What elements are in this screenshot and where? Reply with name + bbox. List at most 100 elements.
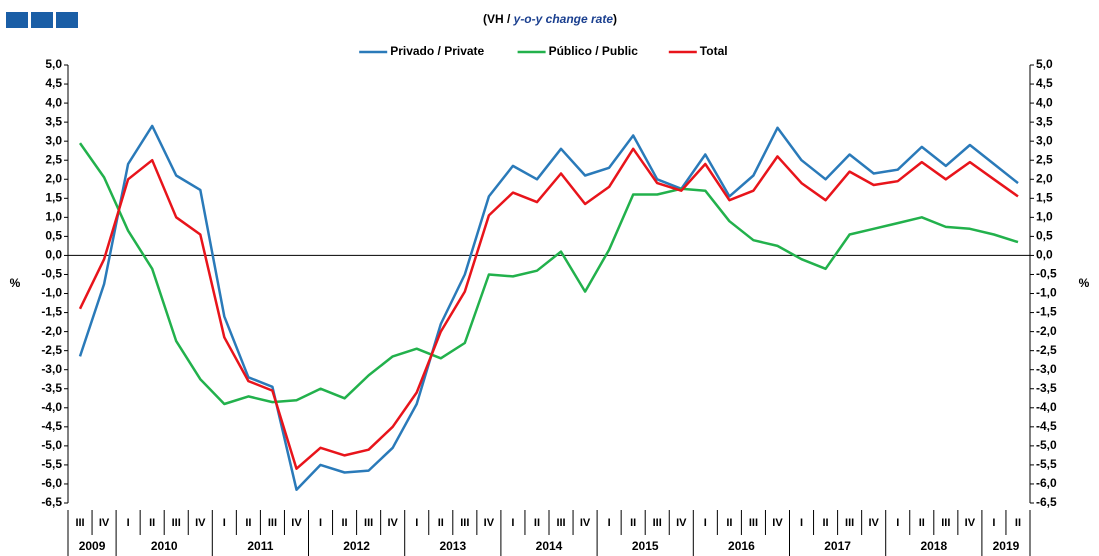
x-tick-label: III (653, 517, 662, 529)
year-label: 2011 (247, 539, 273, 553)
y-tick-label: -3,5 (41, 381, 62, 395)
x-tick-label: I (415, 517, 418, 529)
x-tick-label: IV (772, 517, 783, 529)
y-tick-label: -1,5 (41, 305, 62, 319)
y2-tick-label: -6,0 (1036, 476, 1057, 490)
title-part: y-o-y change rate (513, 12, 614, 26)
x-tick-label: II (149, 517, 155, 529)
y-tick-label: -6,5 (41, 495, 62, 509)
y-axis-label: % (10, 276, 21, 290)
y-tick-label: -5,5 (41, 457, 62, 471)
y-tick-label: -1,0 (41, 286, 62, 300)
x-tick-label: I (127, 517, 130, 529)
y2-tick-label: -3,5 (1036, 381, 1057, 395)
x-tick-label: III (556, 517, 565, 529)
year-label: 2017 (824, 539, 851, 553)
x-tick-label: III (460, 517, 469, 529)
y-tick-label: -3,0 (41, 362, 62, 376)
year-label: 2010 (151, 539, 178, 553)
y2-tick-label: 4,0 (1036, 95, 1053, 109)
chart-title: (VH / y-o-y change rate) (483, 12, 617, 26)
x-tick-label: I (800, 517, 803, 529)
x-tick-label: IV (484, 517, 495, 529)
x-tick-label: IV (676, 517, 687, 529)
x-tick-label: III (172, 517, 181, 529)
y-tick-label: 3,5 (45, 114, 62, 128)
y-tick-label: 2,5 (45, 152, 62, 166)
series-line (78, 147, 1019, 470)
y2-tick-label: 1,5 (1036, 190, 1053, 204)
y-tick-label: -0,5 (41, 267, 62, 281)
y-tick-label: 1,5 (45, 190, 62, 204)
y2-tick-label: -4,0 (1036, 400, 1057, 414)
series-line (78, 142, 1019, 406)
x-tick-label: II (438, 517, 444, 529)
y2-tick-label: -5,5 (1036, 457, 1057, 471)
y2-tick-label: -1,5 (1036, 305, 1057, 319)
x-tick-label: III (749, 517, 758, 529)
x-tick-label: IV (580, 517, 591, 529)
year-label: 2014 (536, 539, 563, 553)
year-label: 2012 (343, 539, 370, 553)
x-tick-label: I (896, 517, 899, 529)
y2-tick-label: -2,5 (1036, 343, 1057, 357)
title-part: (VH / (483, 12, 514, 26)
y2-tick-label: 1,0 (1036, 210, 1053, 224)
x-tick-label: II (342, 517, 348, 529)
x-tick-label: II (1015, 517, 1021, 529)
year-label: 2013 (439, 539, 466, 553)
x-tick-label: I (992, 517, 995, 529)
year-label: 2018 (920, 539, 947, 553)
legend-label: Total (700, 44, 728, 58)
x-tick-label: II (823, 517, 829, 529)
y-tick-label: -4,5 (41, 419, 62, 433)
y2-tick-label: 3,5 (1036, 114, 1053, 128)
x-tick-label: III (268, 517, 277, 529)
x-tick-label: I (608, 517, 611, 529)
year-label: 2016 (728, 539, 755, 553)
x-tick-label: IV (965, 517, 976, 529)
y-tick-label: 0,0 (45, 248, 62, 262)
x-tick-label: III (75, 517, 84, 529)
y2-tick-label: -2,0 (1036, 324, 1057, 338)
year-label: 2009 (79, 539, 106, 553)
x-tick-label: II (245, 517, 251, 529)
series-line (78, 124, 1019, 491)
y-tick-label: 4,0 (45, 95, 62, 109)
x-tick-label: III (941, 517, 950, 529)
legend-label: Privado / Private (390, 44, 484, 58)
logo (6, 12, 78, 28)
y-tick-label: 3,0 (45, 133, 62, 147)
y2-tick-label: 0,5 (1036, 229, 1053, 243)
y2-tick-label: 3,0 (1036, 133, 1053, 147)
y2-tick-label: -0,5 (1036, 267, 1057, 281)
legend-label: Público / Public (549, 44, 639, 58)
y2-tick-label: -6,5 (1036, 495, 1057, 509)
y2-tick-label: -4,5 (1036, 419, 1057, 433)
y-tick-label: -5,0 (41, 438, 62, 452)
y2-tick-label: 5,0 (1036, 57, 1053, 71)
y2-axis-label: % (1079, 276, 1090, 290)
x-tick-label: IV (291, 517, 302, 529)
y-tick-label: -6,0 (41, 476, 62, 490)
y2-tick-label: 2,5 (1036, 152, 1053, 166)
x-tick-label: IV (195, 517, 206, 529)
y-tick-label: 5,0 (45, 57, 62, 71)
y2-tick-label: -3,0 (1036, 362, 1057, 376)
year-label: 2019 (993, 539, 1020, 553)
x-tick-label: I (704, 517, 707, 529)
x-tick-label: IV (99, 517, 110, 529)
x-tick-label: I (223, 517, 226, 529)
y2-tick-label: -1,0 (1036, 286, 1057, 300)
x-tick-label: IV (868, 517, 879, 529)
y-tick-label: 4,5 (45, 76, 62, 90)
y2-tick-label: 2,0 (1036, 171, 1053, 185)
x-tick-label: II (919, 517, 925, 529)
y-tick-label: 2,0 (45, 171, 62, 185)
x-tick-label: I (511, 517, 514, 529)
y2-tick-label: -5,0 (1036, 438, 1057, 452)
y-tick-label: -4,0 (41, 400, 62, 414)
y-tick-label: -2,0 (41, 324, 62, 338)
x-tick-label: IV (387, 517, 398, 529)
